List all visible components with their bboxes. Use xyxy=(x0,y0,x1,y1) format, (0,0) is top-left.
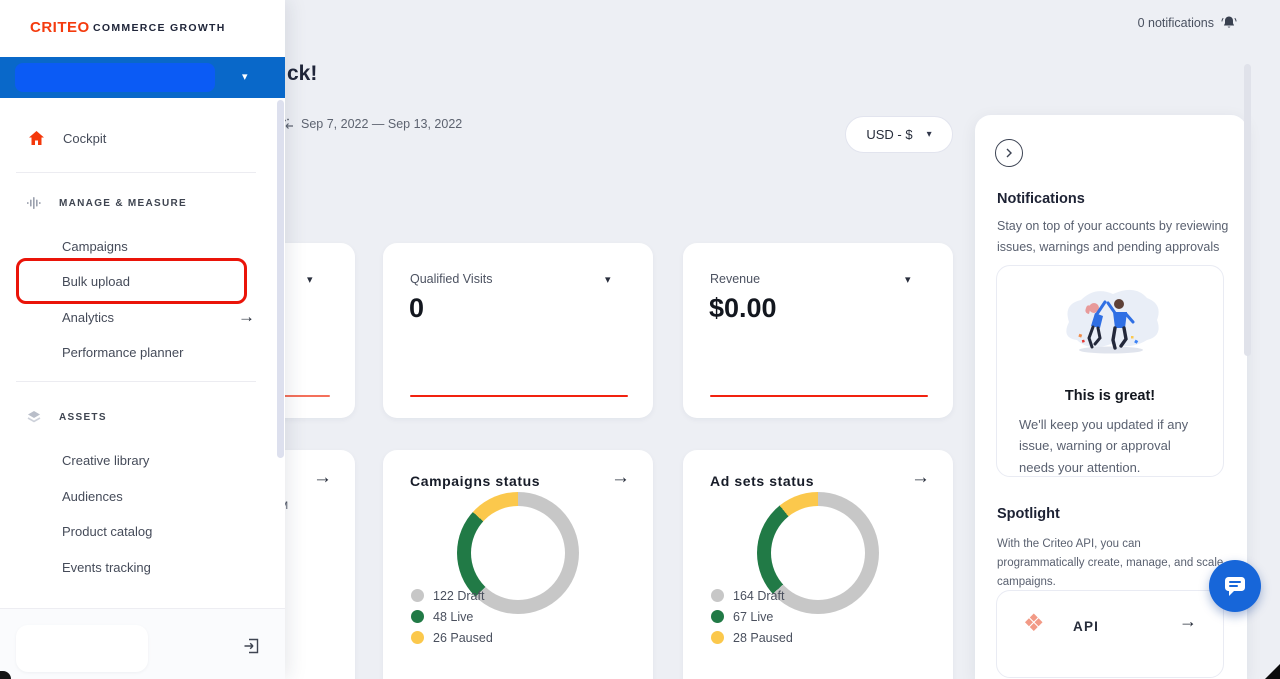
notifications-status[interactable]: 0 notifications xyxy=(1138,15,1237,31)
empty-state-text: We'll keep you updated if any issue, war… xyxy=(1019,417,1189,475)
chevron-down-icon: ▾ xyxy=(242,71,248,83)
chevron-down-icon[interactable]: ▾ xyxy=(605,274,611,286)
spotlight-title: Spotlight xyxy=(997,506,1060,522)
legend-dot xyxy=(711,610,724,623)
arrow-right-icon[interactable]: → xyxy=(911,467,930,488)
metric-value: $0.00 xyxy=(709,293,777,323)
date-range-label: Sep 7, 2022 — Sep 13, 2022 xyxy=(301,117,463,131)
sidebar-footer xyxy=(0,608,285,679)
section-assets: ASSETS xyxy=(26,410,107,425)
chevron-right-icon xyxy=(1006,148,1012,158)
account-selector[interactable]: ▾ xyxy=(0,57,285,98)
metric-card-qualified-visits: Qualified Visits ▾ 0 xyxy=(383,243,653,418)
arrow-right-icon: → xyxy=(238,307,255,326)
panel-collapse-button[interactable] xyxy=(995,139,1023,167)
logout-icon[interactable] xyxy=(243,638,260,654)
legend-item-draft: 122 Draft xyxy=(411,589,493,603)
sidebar-item-cockpit[interactable]: Cockpit xyxy=(28,130,106,146)
legend-item-draft: 164 Draft xyxy=(711,589,793,603)
bulk-upload-highlight-box xyxy=(16,258,247,304)
sidebar-item-audiences[interactable]: Audiences xyxy=(62,489,123,504)
legend-item-live: 67 Live xyxy=(711,610,793,624)
api-diamond-icon: ❖ xyxy=(1023,610,1045,637)
sidebar-item-events-tracking[interactable]: Events tracking xyxy=(62,560,151,575)
chat-button[interactable] xyxy=(1209,560,1261,612)
campaigns-status-card: Campaigns status → 122 Draft 48 Live 26 … xyxy=(383,450,653,679)
chevron-down-icon[interactable]: ▾ xyxy=(307,274,313,286)
notifications-empty-state: This is great! We'll keep you updated if… xyxy=(996,265,1224,477)
arrow-right-icon[interactable]: → xyxy=(611,467,630,488)
legend-dot xyxy=(711,589,724,602)
brand-header: CRITEO COMMERCE GROWTH xyxy=(0,0,285,57)
equalizer-icon xyxy=(27,197,41,209)
notifications-panel: Notifications Stay on top of your accoun… xyxy=(975,115,1247,679)
sidebar: CRITEO COMMERCE GROWTH ▾ Cockpit MANAGE … xyxy=(0,0,285,679)
api-link-card[interactable]: ❖ API → xyxy=(996,590,1224,678)
legend-dot xyxy=(411,610,424,623)
high-five-illustration xyxy=(1066,289,1159,354)
card-title: Campaigns status xyxy=(410,473,541,489)
notifications-description: Stay on top of your accounts by reviewin… xyxy=(997,219,1229,255)
criteo-logo[interactable]: CRITEO xyxy=(30,19,90,36)
account-name-redacted xyxy=(15,63,215,92)
metric-label: Revenue xyxy=(710,272,761,286)
api-label: API xyxy=(1073,619,1100,634)
legend-item-paused: 26 Paused xyxy=(411,631,493,645)
section-title: MANAGE & MEASURE xyxy=(59,197,188,209)
arrow-right-icon[interactable]: → xyxy=(313,467,332,488)
legend-item-paused: 28 Paused xyxy=(711,631,793,645)
legend-item-live: 48 Live xyxy=(411,610,493,624)
home-icon xyxy=(29,131,44,145)
chevron-down-icon[interactable]: ▾ xyxy=(905,274,911,286)
metric-card-revenue: Revenue ▾ $0.00 xyxy=(683,243,953,418)
metric-label: Qualified Visits xyxy=(410,272,493,286)
welcome-heading-fragment: ck! xyxy=(287,62,318,85)
user-name-redacted[interactable] xyxy=(16,625,148,672)
chevron-down-icon: ▾ xyxy=(926,129,932,140)
campaigns-status-donut xyxy=(457,492,579,614)
chat-bubble-icon xyxy=(1225,577,1245,596)
sidebar-item-performance-planner[interactable]: Performance planner xyxy=(62,345,184,360)
legend-dot xyxy=(411,589,424,602)
currency-value: USD - $ xyxy=(866,127,913,142)
ad-sets-status-donut xyxy=(757,492,879,614)
ad-sets-status-card: Ad sets status → 164 Draft 67 Live 28 Pa… xyxy=(683,450,953,679)
sidebar-item-campaigns[interactable]: Campaigns xyxy=(62,239,128,254)
empty-state-title: This is great! xyxy=(1064,388,1156,404)
ad-sets-status-legend: 164 Draft 67 Live 28 Paused xyxy=(711,589,793,645)
window-corner-artifact xyxy=(0,671,11,679)
card-title: Ad sets status xyxy=(710,473,815,489)
date-range[interactable]: Sep 7, 2022 — Sep 13, 2022 xyxy=(283,117,462,131)
bell-icon[interactable] xyxy=(1221,15,1237,31)
notifications-count: 0 notifications xyxy=(1137,16,1214,30)
sidebar-item-product-catalog[interactable]: Product catalog xyxy=(62,524,153,539)
divider xyxy=(16,381,256,382)
layers-icon xyxy=(27,411,41,423)
spotlight-text: With the Criteo API, you can programmati… xyxy=(997,538,1224,588)
sidebar-item-label: Cockpit xyxy=(63,130,107,146)
metric-sparkline xyxy=(410,395,628,397)
legend-dot xyxy=(711,631,724,644)
section-manage-measure: MANAGE & MEASURE xyxy=(26,196,187,210)
divider xyxy=(16,172,256,173)
sidebar-item-analytics[interactable]: Analytics → xyxy=(62,307,255,326)
sidebar-item-bulk-upload[interactable]: Bulk upload xyxy=(62,274,130,289)
notifications-title: Notifications xyxy=(997,191,1085,207)
legend-dot xyxy=(411,631,424,644)
sidebar-scrollbar-thumb[interactable] xyxy=(277,100,284,458)
product-name: COMMERCE GROWTH xyxy=(93,22,226,34)
sidebar-item-creative-library[interactable]: Creative library xyxy=(62,453,150,468)
arrow-right-icon: → xyxy=(1179,611,1197,631)
mouse-cursor xyxy=(1265,664,1280,679)
page-scrollbar-thumb[interactable] xyxy=(1244,64,1251,356)
metric-sparkline xyxy=(710,395,928,397)
section-title: ASSETS xyxy=(59,412,107,423)
currency-selector[interactable]: USD - $ ▾ xyxy=(845,116,953,153)
campaigns-status-legend: 122 Draft 48 Live 26 Paused xyxy=(411,589,493,645)
date-range-icon xyxy=(284,118,293,129)
metric-value: 0 xyxy=(409,293,425,323)
